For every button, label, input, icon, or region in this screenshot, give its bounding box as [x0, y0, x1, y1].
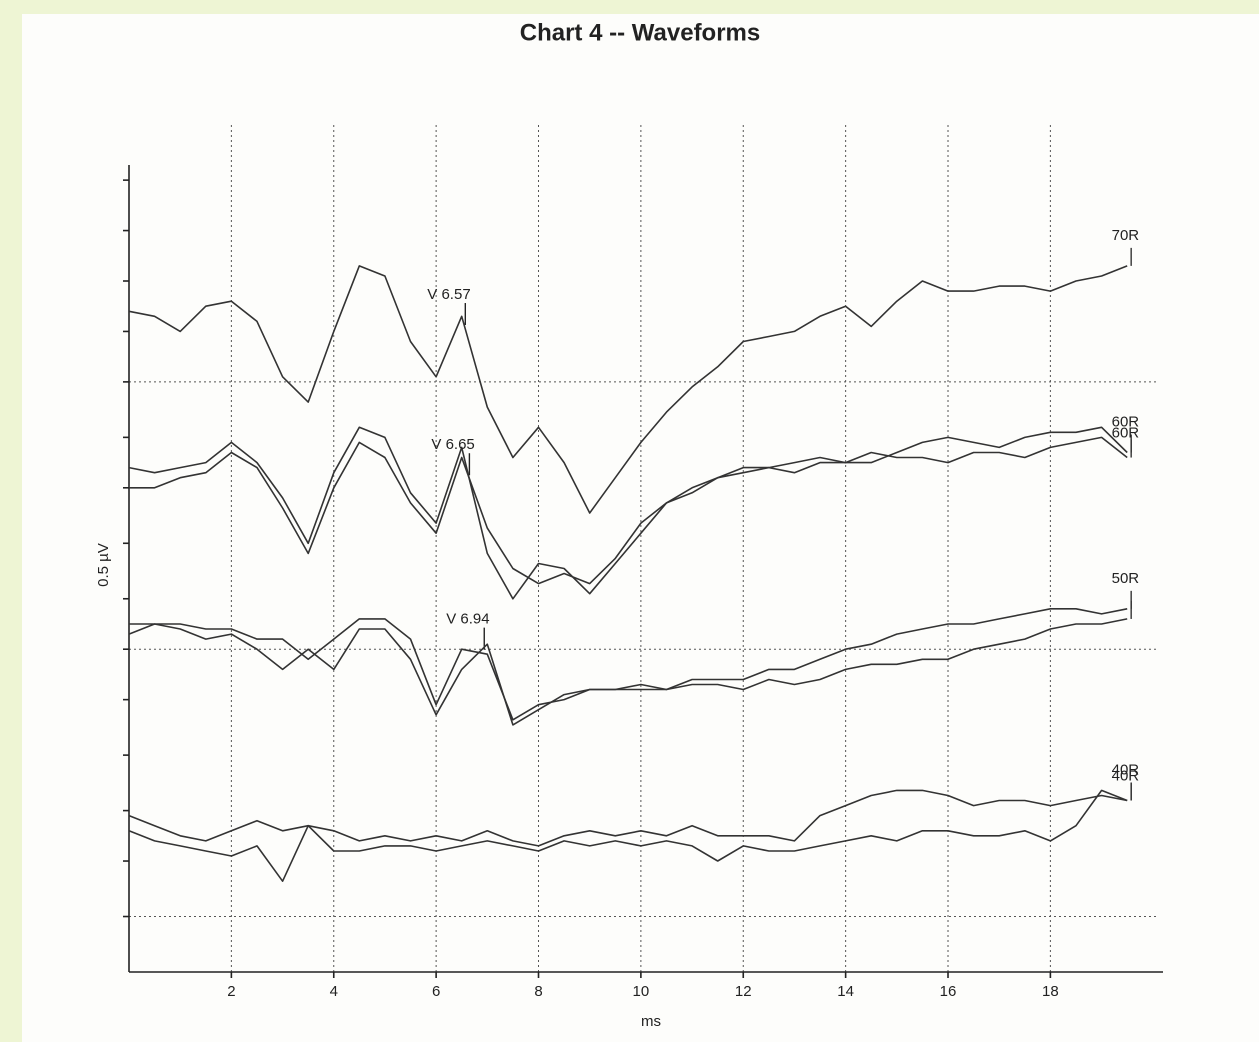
waveform — [128, 426, 1128, 600]
x-tick-label: 10 — [633, 983, 650, 1000]
y-axis-label: 0.5 µV — [95, 543, 112, 587]
x-tick-label: 8 — [534, 983, 542, 1000]
series-label: 60R — [1112, 413, 1140, 430]
annotation-label: V 6.94 — [446, 611, 489, 628]
waveform — [128, 789, 1128, 882]
paper — [22, 14, 1259, 1042]
x-tick-label: 14 — [837, 983, 854, 1000]
waveform — [128, 789, 1128, 847]
series-label: 70R — [1112, 227, 1140, 244]
series-label: 50R — [1112, 570, 1140, 587]
waveform — [129, 436, 1128, 585]
x-tick-label: 6 — [432, 983, 440, 1000]
x-tick-label: 18 — [1042, 983, 1059, 1000]
series-label: 40R — [1112, 761, 1140, 778]
x-axis-label: ms — [641, 1013, 661, 1030]
chart-title: Chart 4 -- Waveforms — [520, 19, 761, 46]
x-tick-label: 16 — [940, 983, 957, 1000]
x-tick-label: 12 — [735, 983, 752, 1000]
waveform — [129, 608, 1128, 721]
annotation-label: V 6.57 — [427, 286, 470, 303]
annotation-label: V 6.65 — [431, 436, 474, 453]
x-tick-label: 2 — [227, 983, 235, 1000]
waveform — [128, 618, 1128, 726]
series-label: 60R — [1112, 425, 1140, 442]
x-tick-label: 4 — [330, 983, 338, 1000]
waveform — [128, 265, 1128, 514]
series-label: 40R — [1112, 767, 1140, 784]
